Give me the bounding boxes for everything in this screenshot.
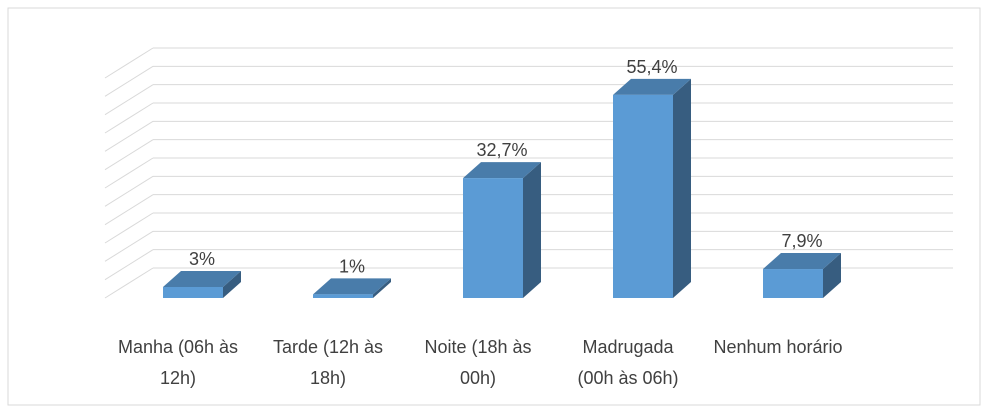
side-wall-line — [104, 230, 154, 262]
bar-front — [463, 178, 523, 298]
data-label: 55,4% — [626, 57, 677, 77]
side-wall-line — [104, 84, 154, 116]
side-wall-line — [104, 102, 154, 134]
bar-top — [463, 162, 541, 179]
bar — [763, 253, 841, 298]
x-tick-label: Noite (18h às 00h) — [424, 337, 532, 388]
chart-border — [7, 7, 981, 406]
x-tick-label: Madrugada (00h às 06h) — [577, 337, 679, 388]
bar-front — [313, 294, 373, 298]
x-tick-label: Manha (06h às 12h) — [117, 337, 239, 388]
bar-front — [163, 287, 223, 298]
bar-side — [673, 78, 691, 298]
bar-top — [313, 278, 391, 295]
bar-side — [223, 271, 241, 298]
side-wall-line — [104, 212, 154, 244]
bar-side — [823, 253, 841, 298]
data-label: 7,9% — [781, 231, 822, 251]
bar — [463, 162, 541, 298]
bar-top — [763, 253, 841, 270]
x-tick-label: Nenhum horário — [713, 337, 843, 357]
side-wall-line — [104, 157, 154, 189]
bar-top — [613, 78, 691, 95]
side-wall-line — [104, 120, 154, 152]
side-wall-line — [104, 249, 154, 281]
side-wall-line — [104, 65, 154, 97]
bar — [613, 78, 691, 298]
bar-side — [523, 162, 541, 298]
bar-top — [163, 271, 241, 287]
x-tick-label: Tarde (12h às 18h) — [272, 337, 384, 388]
bar — [163, 271, 241, 298]
bar-side — [373, 278, 391, 298]
side-wall-line — [104, 175, 154, 207]
data-label: 3% — [189, 249, 215, 269]
side-wall-line — [104, 194, 154, 226]
bar-front — [613, 94, 673, 298]
bar-front — [763, 269, 823, 298]
data-label: 32,7% — [476, 140, 527, 160]
data-label: 1% — [339, 256, 365, 276]
side-wall-line — [104, 139, 154, 171]
bar — [313, 278, 391, 298]
side-wall-line — [104, 47, 154, 79]
side-wall-line — [104, 267, 154, 299]
